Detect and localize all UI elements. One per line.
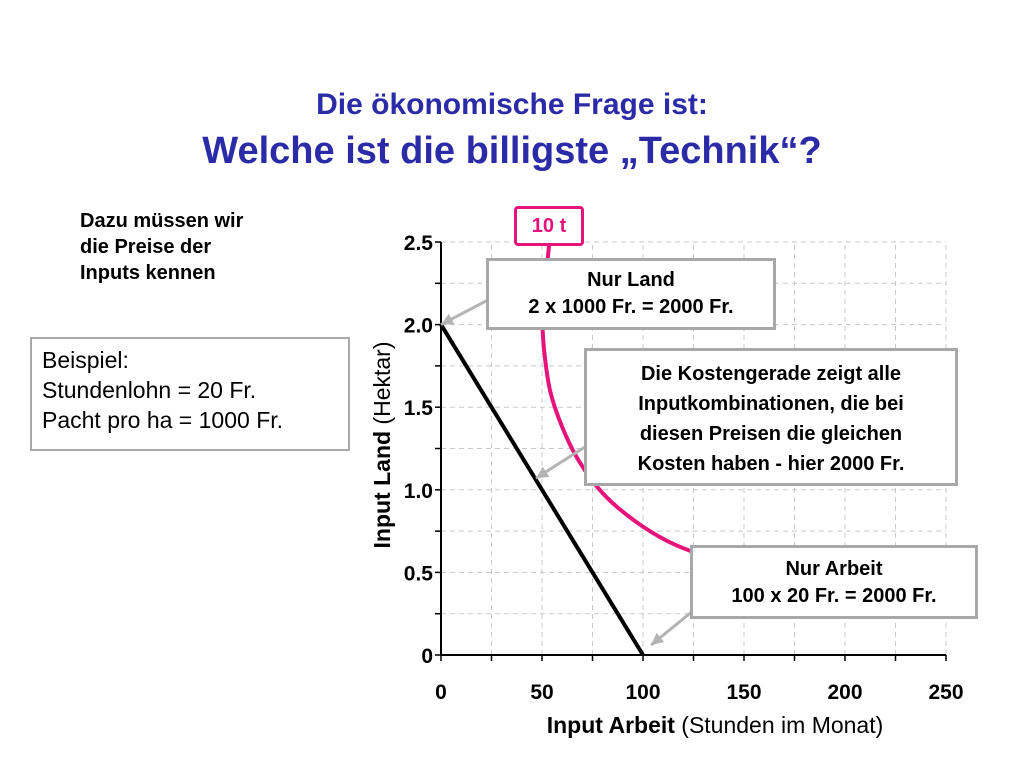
x-tick-label: 0 bbox=[435, 681, 447, 704]
title-line-1: Die ökonomische Frage ist: bbox=[316, 88, 708, 121]
callout-arrows bbox=[440, 298, 695, 647]
callout-cost-line-1: Die Kostengerade zeigt alle bbox=[640, 363, 902, 385]
note-line-1: Dazu müssen wir bbox=[80, 210, 244, 232]
x-tick-label: 150 bbox=[726, 681, 761, 704]
y-tick-label: 0.5 bbox=[404, 562, 434, 585]
y-axis-label-bold: Input Land bbox=[369, 431, 395, 549]
callout-arrow-head bbox=[535, 466, 550, 479]
chart-ticks: 0 50 100 150 200 250 0 0.5 1.0 1.5 2.0 2.5 bbox=[404, 232, 964, 704]
callout-arrow-head bbox=[651, 632, 665, 646]
callout-labor: Nur Arbeit 100 x 20 Fr. = 2000 Fr. bbox=[690, 545, 978, 619]
note-line-3: Inputs kennen bbox=[80, 262, 216, 284]
y-tick-label: 2.0 bbox=[404, 315, 433, 338]
y-tick-label: 1.0 bbox=[404, 480, 433, 503]
note-line-2: die Preise der bbox=[80, 236, 212, 258]
note-text: Dazu müssen wir die Preise der Inputs ke… bbox=[80, 208, 243, 286]
example-box: Beispiel: Stundenlohn = 20 Fr. Pacht pro… bbox=[30, 337, 350, 451]
x-tick-label: 100 bbox=[625, 681, 660, 704]
callout-labor-line-1: Nur Arbeit bbox=[785, 558, 883, 580]
y-tick-label: 1.5 bbox=[404, 397, 434, 420]
y-tick-label: 2.5 bbox=[404, 232, 434, 255]
x-axis-label: Input Arbeit (Stunden im Monat) bbox=[547, 712, 884, 738]
x-axis-label-bold: Input Arbeit bbox=[547, 712, 676, 738]
callout-cost-line-2: Inputkombinationen, die bei bbox=[638, 393, 904, 415]
callout-cost-line-3: diesen Preisen die gleichen bbox=[639, 423, 903, 445]
x-tick-label: 200 bbox=[827, 681, 862, 704]
isoquant-label: 10 t bbox=[514, 206, 584, 246]
title-line-2: Welche ist die billigste „Technik“? bbox=[202, 130, 822, 172]
callout-land: Nur Land 2 x 1000 Fr. = 2000 Fr. bbox=[486, 258, 776, 330]
y-axis-label-rest: (Hektar) bbox=[369, 342, 395, 431]
callout-land-line-1: Nur Land bbox=[587, 269, 675, 291]
cost-line bbox=[439, 323, 645, 657]
example-line-3: Pacht pro ha = 1000 Fr. bbox=[42, 407, 284, 433]
x-axis-label-rest: (Stunden im Monat) bbox=[675, 712, 883, 738]
callout-arrow-head bbox=[441, 313, 455, 325]
callout-cost-line: Die Kostengerade zeigt alle Inputkombina… bbox=[584, 348, 958, 486]
callout-labor-line-2: 100 x 20 Fr. = 2000 Fr. bbox=[731, 585, 937, 607]
x-tick-label: 250 bbox=[928, 681, 963, 704]
callout-cost-line-4: Kosten haben - hier 2000 Fr. bbox=[637, 453, 905, 475]
example-line-2: Stundenlohn = 20 Fr. bbox=[42, 377, 257, 403]
x-tick-label: 50 bbox=[530, 681, 553, 704]
example-line-1: Beispiel: bbox=[42, 347, 129, 373]
y-axis-label: Input Land (Hektar) bbox=[369, 342, 395, 549]
y-tick-label: 0 bbox=[421, 645, 433, 668]
callout-land-line-2: 2 x 1000 Fr. = 2000 Fr. bbox=[528, 296, 734, 318]
